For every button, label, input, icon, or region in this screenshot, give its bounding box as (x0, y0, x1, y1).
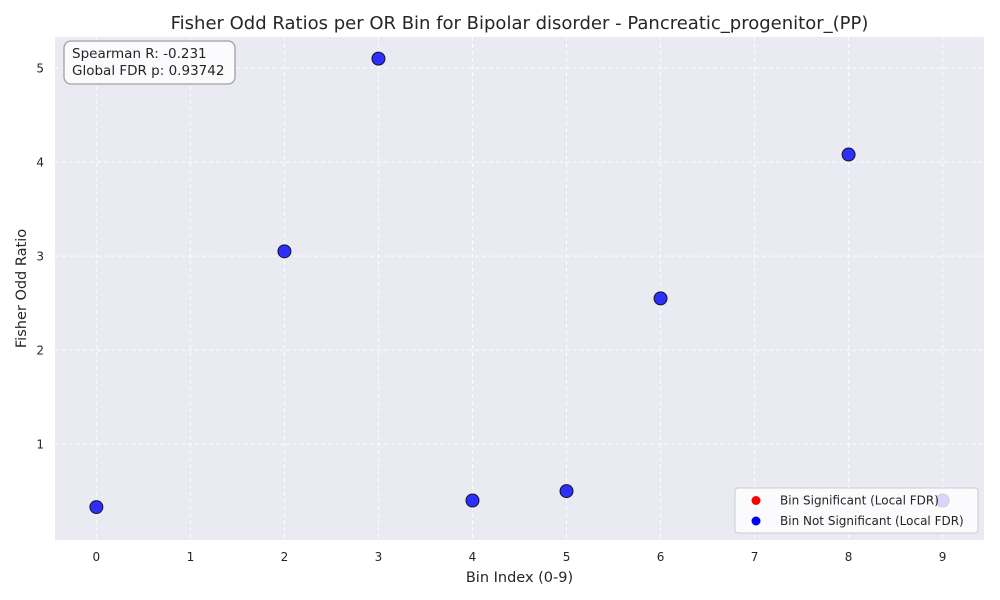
fdr-annotation: Global FDR p: 0.93742 (72, 63, 224, 79)
x-tick-label: 9 (939, 550, 947, 564)
y-tick-label: 3 (36, 250, 44, 264)
data-point (841, 147, 856, 162)
legend-box (734, 487, 979, 534)
data-point (653, 291, 668, 306)
legend-marker-significant (751, 496, 761, 505)
y-tick-label: 5 (36, 62, 44, 76)
x-tick-label: 1 (187, 550, 195, 564)
data-point (465, 493, 480, 508)
y-tick-label: 1 (36, 438, 44, 452)
plot-area (55, 37, 984, 540)
data-point (371, 51, 386, 66)
y-axis-ticks: 1 2 3 4 5 (36, 62, 44, 452)
data-point (559, 484, 574, 499)
x-tick-label: 8 (845, 550, 853, 564)
y-axis-title: Fisher Odd Ratio (14, 229, 30, 348)
x-tick-label: 7 (751, 550, 759, 564)
x-tick-label: 5 (563, 550, 571, 564)
stats-annotation-box (63, 40, 236, 85)
x-axis-ticks: 0 1 2 3 4 5 6 7 8 9 (93, 550, 947, 564)
x-tick-label: 0 (93, 550, 101, 564)
stats-annotation: Spearman R: -0.231 Global FDR p: 0.93742 (63, 40, 236, 85)
y-tick-label: 4 (36, 156, 44, 170)
spearman-annotation: Spearman R: -0.231 (72, 46, 207, 62)
legend: Bin Significant (Local FDR) Bin Not Sign… (734, 487, 979, 534)
chart-title: Fisher Odd Ratios per OR Bin for Bipolar… (171, 13, 869, 34)
data-point (89, 500, 104, 515)
legend-label-not-significant: Bin Not Significant (Local FDR) (780, 514, 964, 528)
x-tick-label: 3 (375, 550, 383, 564)
x-tick-label: 6 (657, 550, 665, 564)
x-axis-title: Bin Index (0-9) (466, 570, 573, 586)
legend-label-significant: Bin Significant (Local FDR) (780, 494, 939, 508)
legend-marker-not-significant (751, 516, 761, 526)
y-tick-label: 2 (36, 344, 44, 358)
data-points (89, 51, 950, 515)
data-point (277, 244, 292, 259)
x-tick-label: 2 (281, 550, 289, 564)
x-tick-label: 4 (469, 550, 477, 564)
